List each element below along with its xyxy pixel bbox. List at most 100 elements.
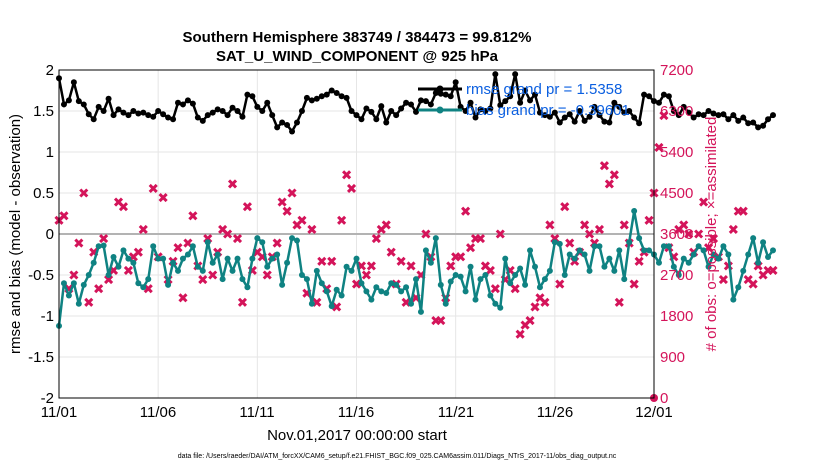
y-tick-label: 0	[46, 226, 54, 243]
rmse-point	[760, 122, 767, 129]
y-tick-label: 1	[46, 144, 54, 161]
rmse-point	[581, 117, 588, 124]
bias-point	[606, 255, 613, 262]
x-tick-label: 12/01	[635, 404, 673, 421]
bias-point	[715, 255, 722, 262]
bias-point	[512, 272, 519, 278]
bias-point	[561, 272, 568, 278]
rmse-point	[551, 109, 558, 116]
x-tick-label: 11/21	[438, 404, 474, 421]
bias-point	[735, 284, 742, 291]
bias-point	[184, 251, 191, 258]
y2-tick-label: 3600	[660, 226, 693, 243]
bias-point	[90, 259, 97, 266]
bias-point	[636, 235, 643, 242]
rmse-point	[214, 106, 221, 113]
rmse-point	[140, 109, 147, 116]
rmse-point	[447, 93, 454, 100]
rmse-point	[765, 116, 772, 123]
obs-assimilated-point	[346, 183, 357, 194]
rmse-point	[527, 97, 534, 104]
obs-assimilated-point	[654, 142, 664, 153]
bias-point	[546, 267, 553, 274]
bias-point	[621, 276, 628, 283]
bias-point	[502, 255, 509, 262]
obs-assimilated-point	[366, 261, 376, 271]
x-axis-label: Nov.01,2017 00:00:00 start	[267, 427, 448, 444]
rmse-point	[298, 108, 305, 114]
obs-assimilated-point	[565, 238, 575, 248]
rmse-point	[695, 111, 702, 118]
obs-assimilated-point	[461, 206, 471, 216]
bias-point	[675, 272, 682, 278]
obs-assimilated-point	[530, 302, 540, 312]
rmse-point	[770, 112, 776, 119]
bias-point	[507, 280, 514, 287]
obs-assimilated-point	[188, 211, 198, 221]
obs-assimilated-point	[510, 284, 520, 294]
bias-point	[566, 251, 573, 258]
y2-tick-label: 7200	[660, 62, 693, 79]
obs-assimilated-point	[104, 274, 114, 285]
bias-point	[596, 243, 603, 250]
bias-point	[363, 288, 370, 295]
bias-point	[100, 242, 107, 249]
rmse-point	[596, 112, 603, 119]
rmse-point	[512, 71, 519, 78]
rmse-point	[130, 108, 137, 114]
obs-assimilated-point	[684, 229, 694, 239]
rmse-point	[120, 109, 127, 116]
obs-assimilated-point	[297, 215, 307, 225]
obs-assimilated-point	[332, 302, 342, 312]
obs-assimilated-point	[361, 270, 371, 280]
rmse-point	[70, 79, 77, 86]
rmse-point	[343, 94, 350, 101]
bias-point	[417, 308, 424, 315]
bias-point	[770, 247, 776, 254]
obs-assimilated-point	[307, 224, 317, 235]
bias-point	[522, 281, 529, 288]
y2-tick-label: 5400	[660, 144, 693, 161]
rmse-point	[249, 93, 256, 100]
bias-point	[368, 296, 375, 303]
obs-assimilated-point	[138, 224, 148, 235]
bias-point	[209, 259, 216, 266]
rmse-point	[85, 111, 92, 118]
obs-assimilated-point	[580, 220, 590, 230]
rmse-point	[700, 112, 707, 119]
rmse-point	[477, 106, 484, 113]
bias-point	[219, 276, 226, 283]
bias-point	[135, 280, 142, 287]
bias-point	[343, 263, 350, 270]
bias-point	[294, 237, 300, 244]
rmse-point	[313, 95, 320, 102]
bias-point	[194, 263, 201, 270]
rmse-point	[467, 99, 474, 106]
bias-point	[626, 239, 633, 246]
y2-tick-label: 1800	[660, 308, 693, 325]
bias-point	[110, 253, 117, 260]
obs-assimilated-point	[198, 274, 208, 285]
obs-assimilated-point	[594, 224, 605, 235]
obs-assimilated-point	[118, 202, 129, 212]
bias-point	[234, 255, 241, 262]
obs-assimilated-point	[342, 170, 352, 180]
bias-point	[224, 255, 231, 262]
bias-point	[160, 255, 167, 262]
rmse-point	[646, 93, 653, 100]
obs-assimilated-point	[371, 233, 381, 244]
obs-assimilated-point	[396, 256, 406, 266]
obs-assimilated-point	[148, 183, 158, 194]
rmse-point	[680, 103, 687, 110]
obs-assimilated-point	[277, 197, 287, 207]
rmse-point	[373, 116, 380, 123]
rmse-point	[289, 128, 296, 135]
rmse-point	[670, 108, 677, 114]
rmse-point	[750, 119, 757, 126]
y2-tick-label: 0	[660, 390, 668, 407]
rmse-point	[725, 116, 732, 123]
bias-point	[65, 292, 72, 299]
obs-assimilated-point	[237, 297, 248, 307]
bias-point	[115, 263, 122, 270]
